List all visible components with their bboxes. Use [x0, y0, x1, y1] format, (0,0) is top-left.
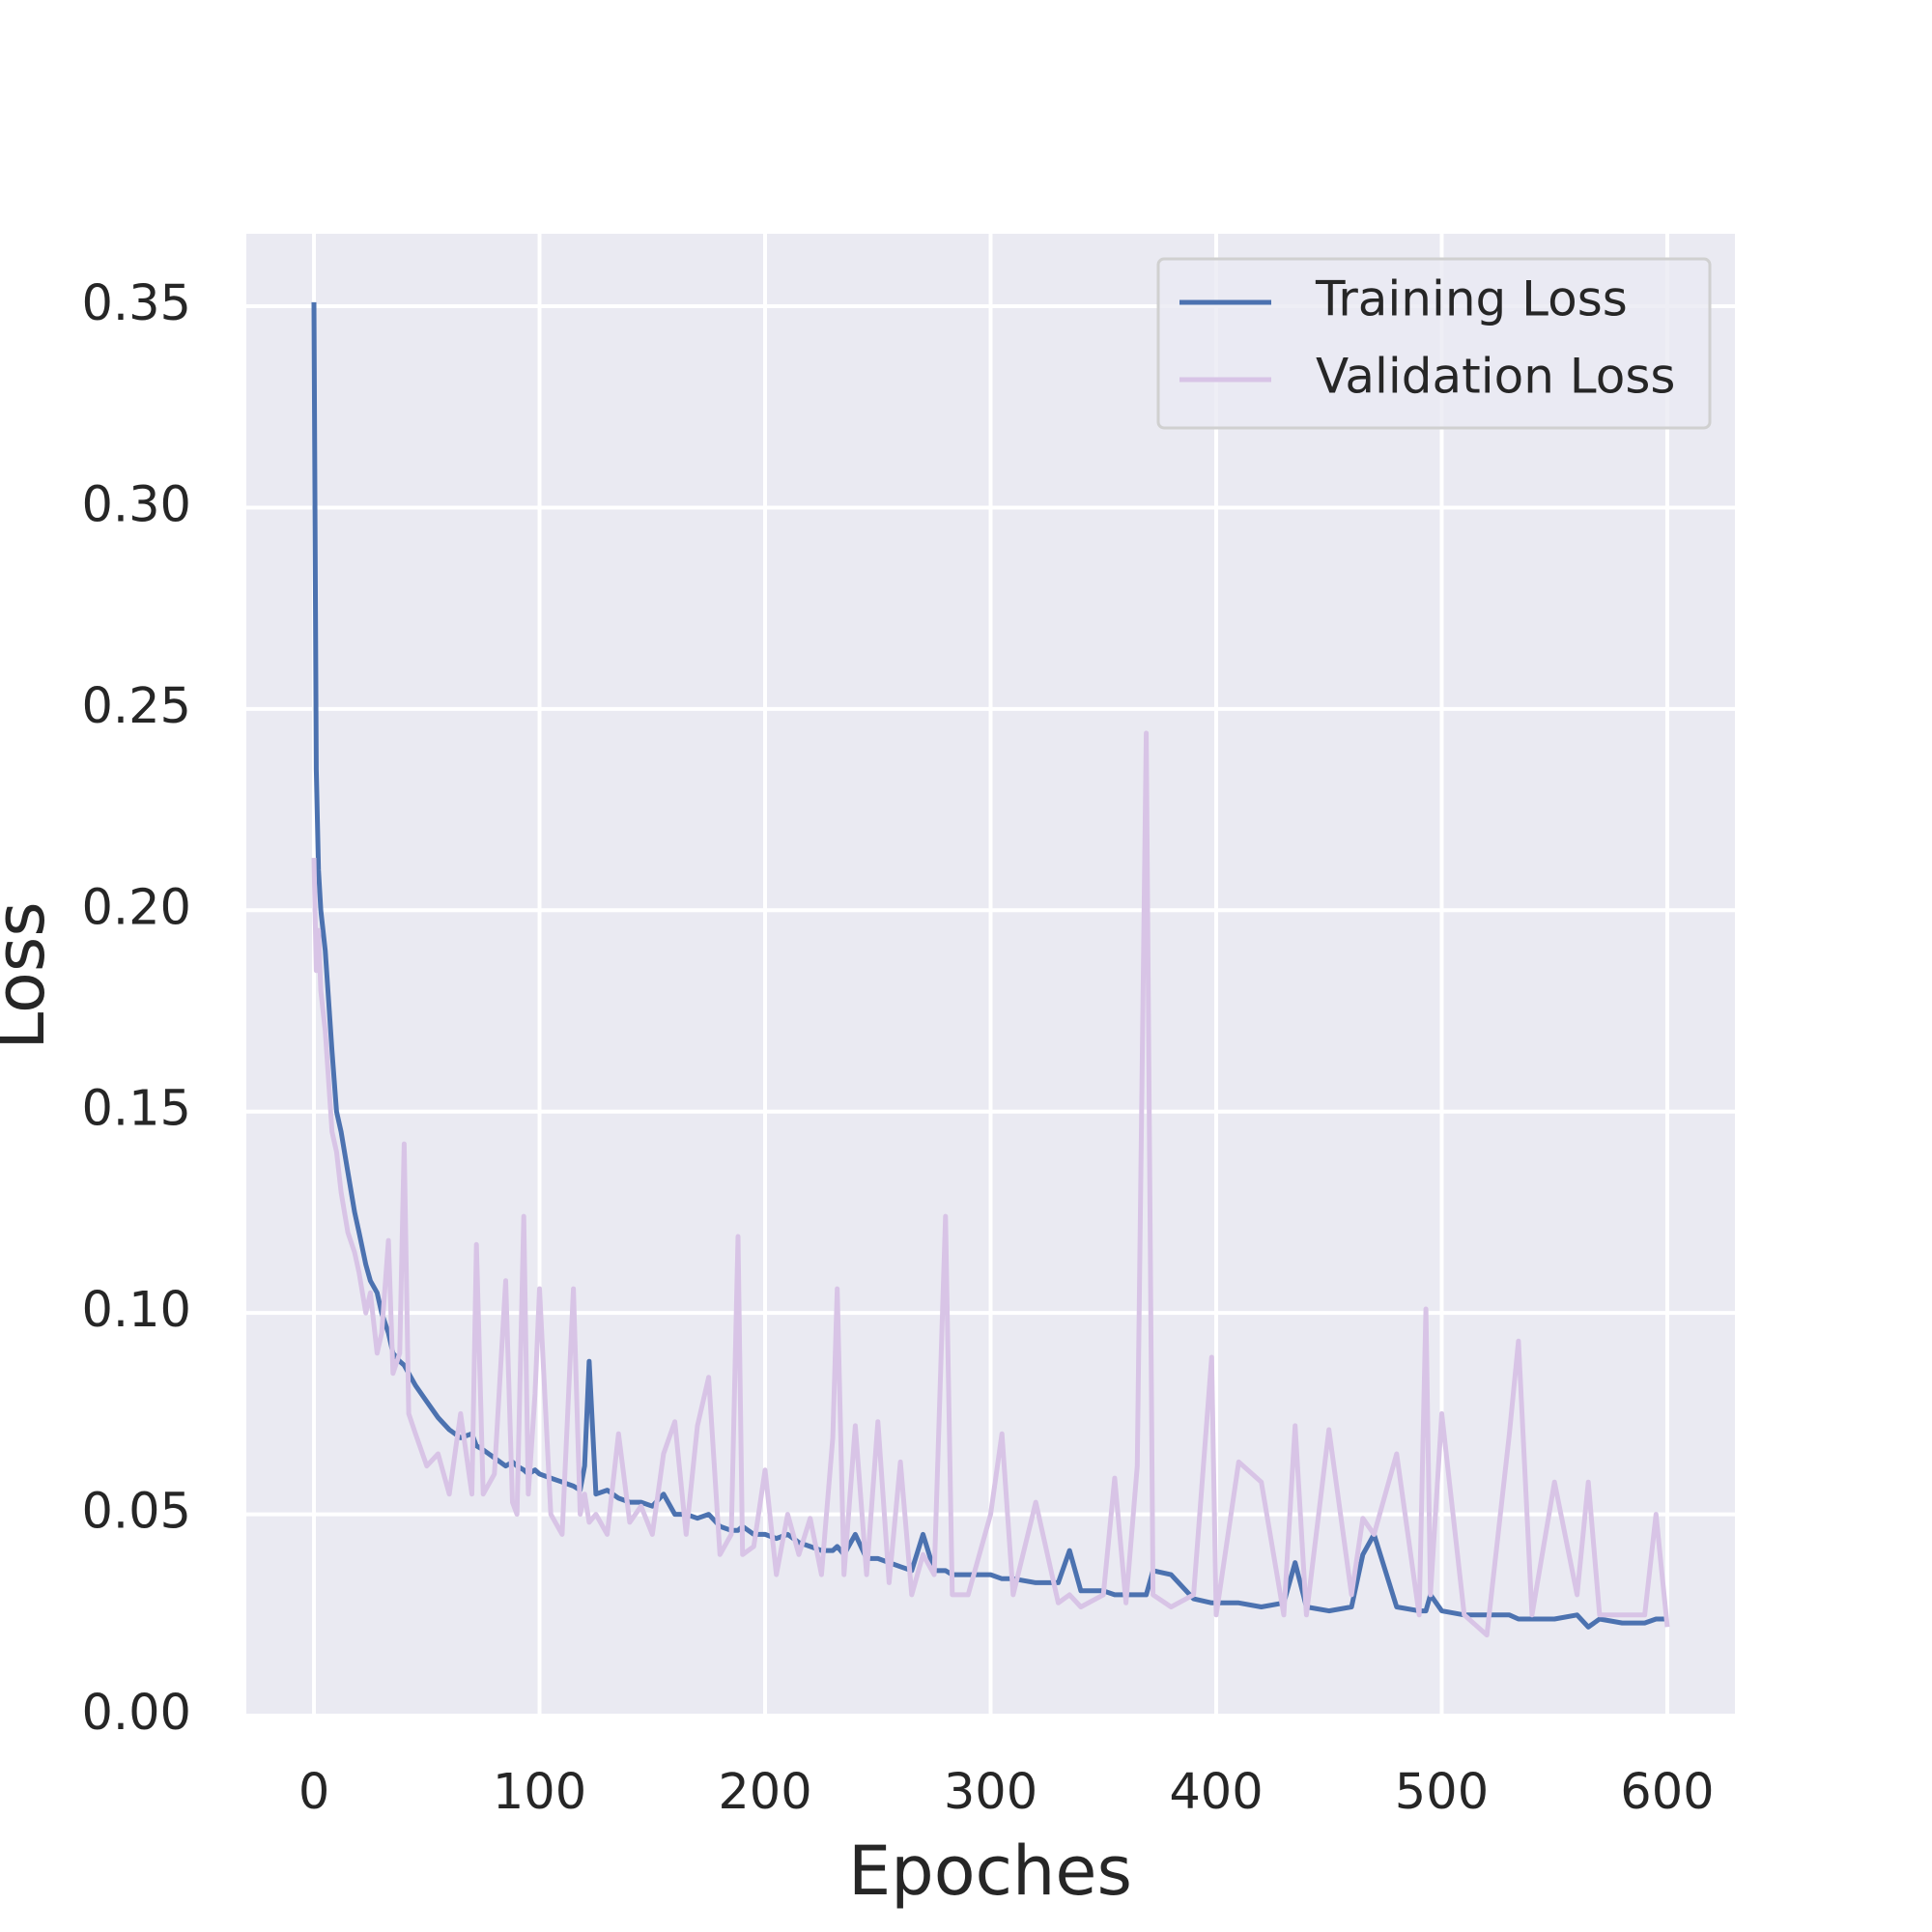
y-axis-label: Loss	[0, 901, 60, 1050]
y-tick-label: 0.15	[81, 1081, 191, 1138]
legend-label: Validation Loss	[1316, 349, 1675, 405]
x-tick-label: 500	[1395, 1764, 1489, 1821]
x-tick-label: 600	[1620, 1764, 1714, 1821]
x-tick-label: 400	[1169, 1764, 1263, 1821]
y-tick-label: 0.05	[81, 1484, 191, 1541]
lines	[311, 301, 1670, 1638]
legend-box	[1156, 257, 1712, 430]
y-tick-label: 0.20	[81, 879, 191, 936]
y-tick-label: 0.25	[81, 678, 191, 735]
legend-label: Training Loss	[1315, 271, 1628, 327]
x-tick-label: 0	[298, 1764, 329, 1821]
x-tick-label: 100	[493, 1764, 586, 1821]
y-tick-label: 0.00	[81, 1685, 191, 1742]
y-tick-label: 0.30	[81, 476, 191, 533]
legend: Training Loss Validation Loss	[1156, 257, 1712, 430]
x-axis-label: Epoches	[848, 1832, 1132, 1911]
y-tick-label: 0.10	[81, 1282, 191, 1339]
line-series	[311, 730, 1670, 1638]
y-tick-label: 0.35	[81, 275, 191, 332]
x-tick-label: 200	[718, 1764, 811, 1821]
x-tick-label: 300	[944, 1764, 1037, 1821]
